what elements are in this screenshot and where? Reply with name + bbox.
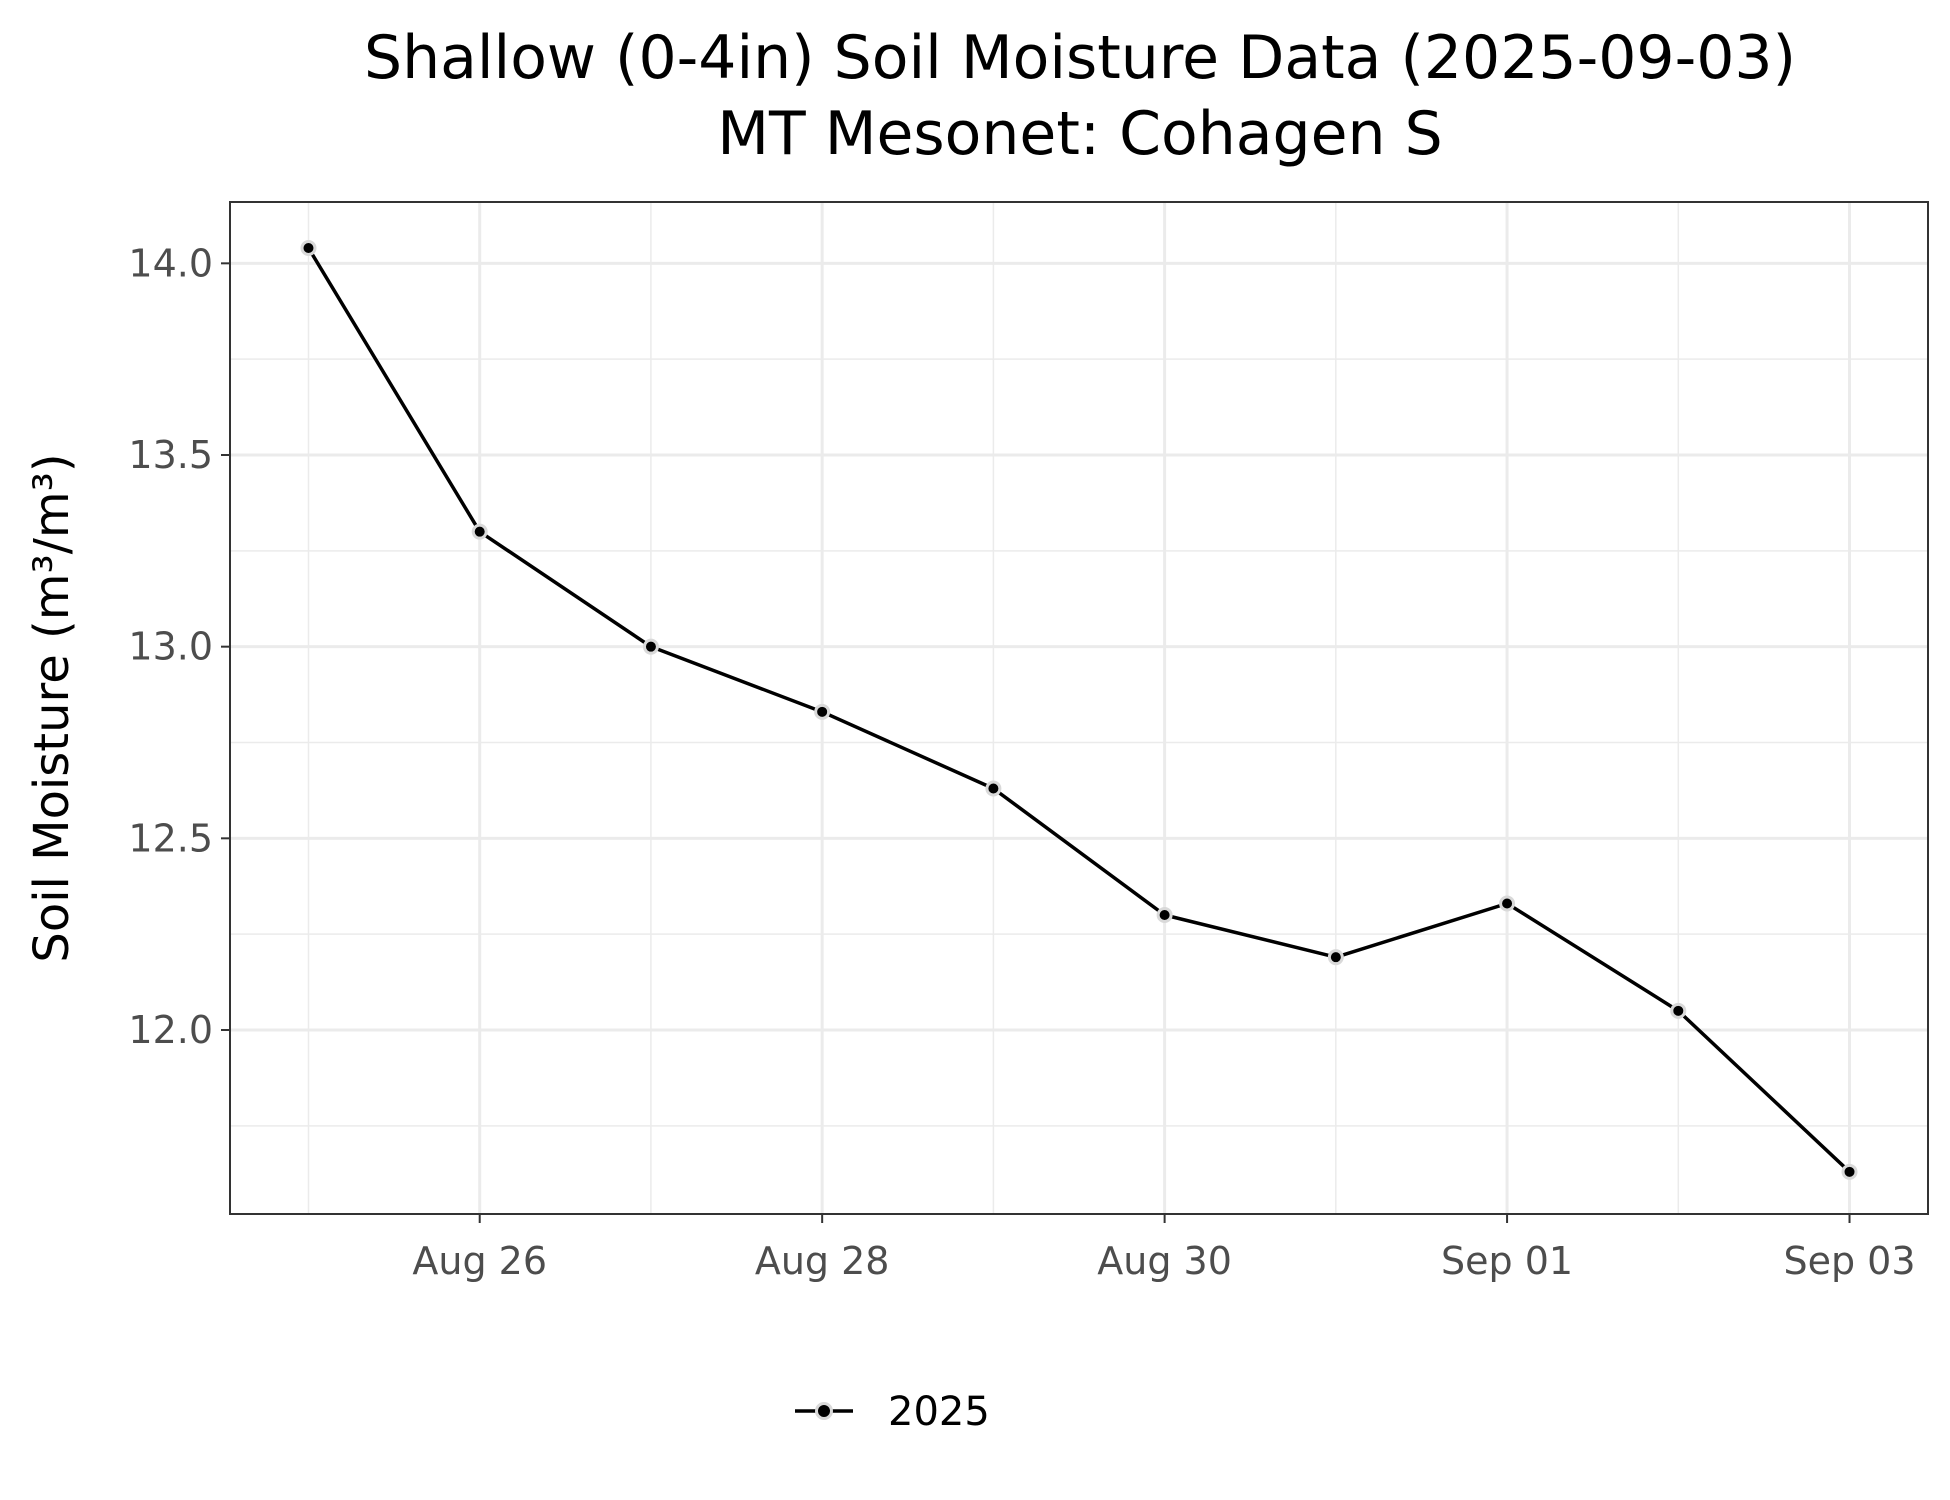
legend-label-2025: 2025 bbox=[888, 1389, 990, 1435]
data-point bbox=[814, 703, 831, 720]
data-point bbox=[1841, 1163, 1858, 1180]
y-tick-label: 12.5 bbox=[128, 816, 213, 860]
legend-point-icon bbox=[815, 1402, 833, 1420]
data-point bbox=[1156, 907, 1173, 923]
major-gridlines bbox=[230, 202, 1928, 1214]
minor-gridlines bbox=[230, 202, 1928, 1214]
x-tick-label: Aug 26 bbox=[412, 1239, 547, 1283]
y-tick-label: 12.0 bbox=[128, 1008, 213, 1052]
chart-subtitle: MT Mesonet: Cohagen S bbox=[717, 99, 1442, 169]
x-axis-tick-labels: Aug 26 Aug 28 Aug 30 Sep 01 Sep 03 bbox=[412, 1239, 1915, 1283]
y-axis-tick-labels: 12.0 12.5 13.0 13.5 14.0 bbox=[128, 241, 213, 1052]
series-line-2025 bbox=[306, 247, 1851, 1174]
x-tick-label: Sep 03 bbox=[1783, 1239, 1915, 1283]
y-tick-label: 13.5 bbox=[128, 433, 213, 477]
data-point bbox=[471, 523, 488, 540]
data-point bbox=[300, 240, 317, 256]
data-point bbox=[1499, 895, 1516, 912]
chart-title: Shallow (0-4in) Soil Moisture Data (2025… bbox=[364, 23, 1796, 93]
plot-panel-border bbox=[229, 201, 1929, 1215]
legend: 2025 bbox=[795, 1389, 990, 1435]
data-point bbox=[642, 638, 659, 655]
data-point bbox=[985, 780, 1002, 797]
x-tick-label: Aug 28 bbox=[755, 1239, 890, 1283]
x-tick-label: Aug 30 bbox=[1097, 1239, 1232, 1283]
axis-ticks bbox=[221, 262, 1851, 1223]
data-point bbox=[1670, 1002, 1687, 1019]
series-layer bbox=[300, 240, 1858, 1180]
y-tick-label: 13.0 bbox=[128, 625, 213, 669]
y-axis-title: Soil Moisture (m³/m³) bbox=[24, 453, 80, 962]
data-point bbox=[1327, 949, 1344, 966]
y-tick-label: 14.0 bbox=[128, 241, 213, 285]
x-tick-label: Sep 01 bbox=[1441, 1239, 1573, 1283]
